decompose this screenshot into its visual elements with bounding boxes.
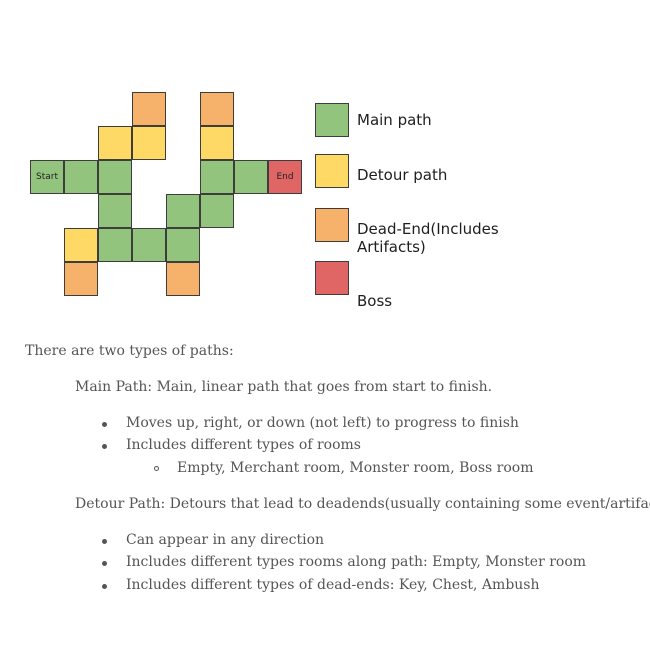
room-cell-main (166, 228, 200, 262)
bullet-dot (102, 561, 107, 566)
legend-swatch-boss (315, 261, 349, 295)
bullet-dot (102, 444, 107, 449)
room-cell-main: Start (30, 160, 64, 194)
main-path-heading: Main Path: Main, linear path that goes f… (75, 379, 493, 395)
detour-bullet-item: Includes different types of dead-ends: K… (126, 577, 540, 593)
room-cell-main (166, 194, 200, 228)
main-bullet-item: Moves up, right, or down (not left) to p… (126, 415, 519, 431)
room-cell-detour (132, 126, 166, 160)
room-cell-detour (200, 126, 234, 160)
room-cell-main (234, 160, 268, 194)
legend-label-boss: Boss (357, 292, 393, 310)
detour-bullet-item: Can appear in any direction (126, 532, 325, 548)
legend-label-dead-end: Dead-End(Includes (357, 220, 499, 238)
legend-label-dead-end-line2: Artifacts) (357, 238, 426, 256)
room-cell-dead-end (132, 92, 166, 126)
main-sub-bullet-item: Empty, Merchant room, Monster room, Boss… (177, 460, 534, 476)
path-grid-diagram: Start End (0, 0, 650, 320)
room-cell-main (98, 160, 132, 194)
main-bullet-item: Includes different types of rooms (126, 437, 361, 453)
room-cell-dead-end (166, 262, 200, 296)
bullet-dot (102, 539, 107, 544)
room-cell-dead-end (64, 262, 98, 296)
room-cell-main (98, 194, 132, 228)
sub-bullet-circle (154, 466, 159, 471)
bullet-dot (102, 584, 107, 589)
room-cell-label: End (276, 172, 294, 182)
room-cell-label: Start (36, 172, 58, 182)
room-cell-dead-end (200, 92, 234, 126)
room-cell-main (200, 194, 234, 228)
room-cell-boss: End (268, 160, 302, 194)
room-cell-detour (98, 126, 132, 160)
room-cell-main (98, 228, 132, 262)
bullet-dot (102, 422, 107, 427)
legend-swatch-dead-end (315, 208, 349, 242)
room-cell-main (200, 160, 234, 194)
legend-swatch-main (315, 103, 349, 137)
legend-label-main: Main path (357, 111, 432, 129)
intro-text: There are two types of paths: (25, 343, 234, 359)
legend-swatch-detour (315, 154, 349, 188)
detour-bullet-item: Includes different types rooms along pat… (126, 554, 587, 570)
room-cell-detour (64, 228, 98, 262)
detour-path-heading: Detour Path: Detours that lead to deaden… (75, 496, 650, 512)
room-cell-main (132, 228, 166, 262)
room-cell-main (64, 160, 98, 194)
legend-label-detour: Detour path (357, 166, 448, 184)
